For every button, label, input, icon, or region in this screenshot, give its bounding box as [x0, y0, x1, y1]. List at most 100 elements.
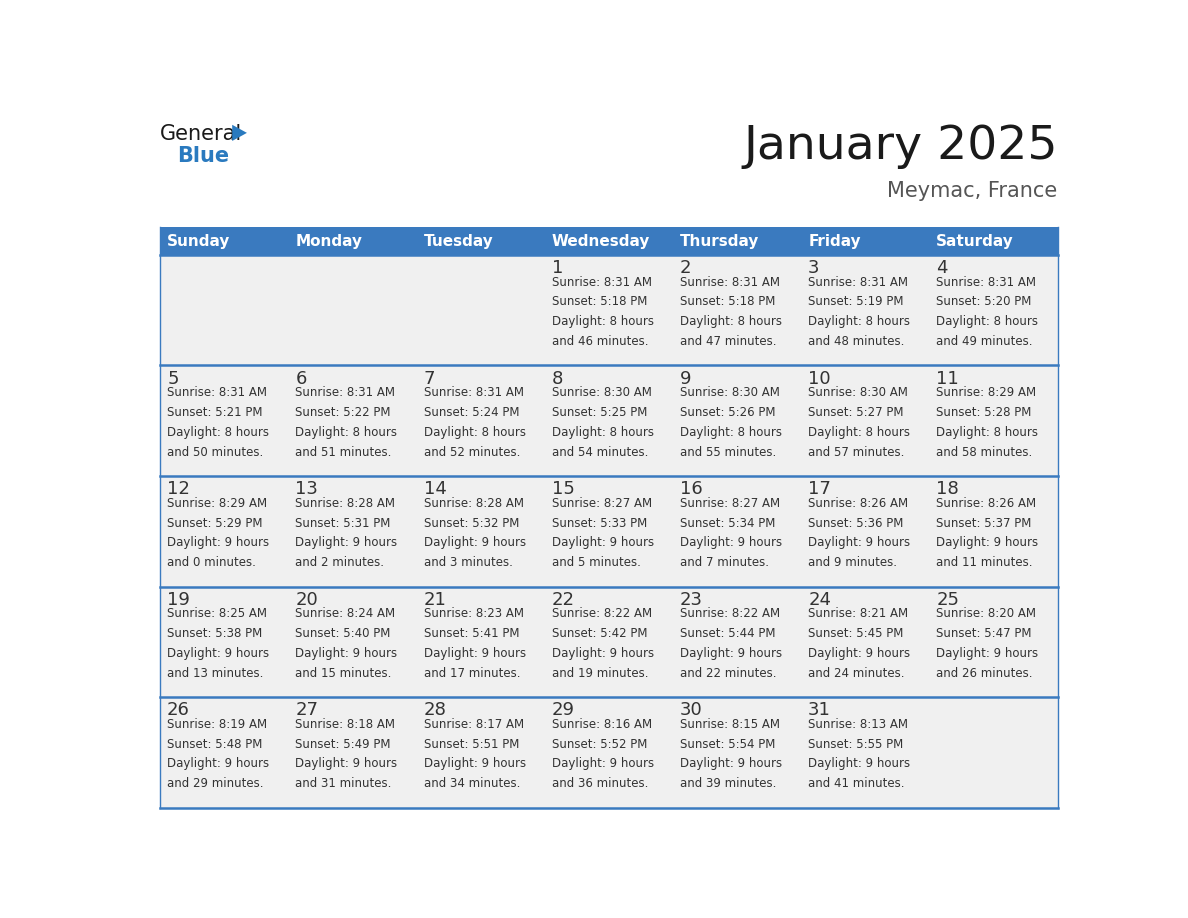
Text: and 34 minutes.: and 34 minutes.	[423, 778, 520, 790]
Text: 30: 30	[680, 701, 702, 720]
Text: Sunrise: 8:31 AM: Sunrise: 8:31 AM	[168, 386, 267, 399]
Bar	[801, 697, 929, 808]
Text: 6: 6	[296, 370, 307, 387]
Text: and 39 minutes.: and 39 minutes.	[680, 778, 776, 790]
Text: Sunrise: 8:30 AM: Sunrise: 8:30 AM	[680, 386, 779, 399]
Polygon shape	[232, 125, 247, 141]
Bar	[801, 365, 929, 476]
Text: 7: 7	[423, 370, 435, 387]
Text: Sunset: 5:38 PM: Sunset: 5:38 PM	[168, 627, 263, 640]
Text: Daylight: 9 hours: Daylight: 9 hours	[423, 647, 525, 660]
Text: Sunset: 5:41 PM: Sunset: 5:41 PM	[423, 627, 519, 640]
Text: and 11 minutes.: and 11 minutes.	[936, 556, 1032, 569]
Text: January 2025: January 2025	[742, 124, 1057, 169]
Bar	[289, 365, 417, 476]
Text: and 52 minutes.: and 52 minutes.	[423, 445, 520, 458]
Text: Daylight: 9 hours: Daylight: 9 hours	[551, 536, 653, 549]
Bar	[672, 697, 801, 808]
Text: Sunset: 5:54 PM: Sunset: 5:54 PM	[680, 738, 776, 751]
Text: Daylight: 8 hours: Daylight: 8 hours	[551, 426, 653, 439]
Text: Daylight: 9 hours: Daylight: 9 hours	[680, 647, 782, 660]
Text: Sunrise: 8:22 AM: Sunrise: 8:22 AM	[551, 608, 652, 621]
Text: 5: 5	[168, 370, 178, 387]
Text: 17: 17	[808, 480, 832, 498]
Text: Sunrise: 8:31 AM: Sunrise: 8:31 AM	[680, 275, 781, 288]
Text: Sunset: 5:45 PM: Sunset: 5:45 PM	[808, 627, 904, 640]
Text: Sunrise: 8:20 AM: Sunrise: 8:20 AM	[936, 608, 1036, 621]
Text: and 58 minutes.: and 58 minutes.	[936, 445, 1032, 458]
Text: Sunrise: 8:18 AM: Sunrise: 8:18 AM	[296, 718, 396, 731]
Text: Sunset: 5:51 PM: Sunset: 5:51 PM	[423, 738, 519, 751]
Text: Tuesday: Tuesday	[423, 233, 493, 249]
Text: Daylight: 9 hours: Daylight: 9 hours	[680, 757, 782, 770]
Text: Daylight: 9 hours: Daylight: 9 hours	[423, 536, 525, 549]
Text: Daylight: 8 hours: Daylight: 8 hours	[808, 315, 910, 329]
Text: Sunrise: 8:31 AM: Sunrise: 8:31 AM	[423, 386, 524, 399]
Text: Sunset: 5:34 PM: Sunset: 5:34 PM	[680, 517, 776, 530]
Text: Daylight: 9 hours: Daylight: 9 hours	[808, 536, 910, 549]
Text: Daylight: 9 hours: Daylight: 9 hours	[296, 757, 398, 770]
Text: Sunset: 5:48 PM: Sunset: 5:48 PM	[168, 738, 263, 751]
Text: Sunrise: 8:31 AM: Sunrise: 8:31 AM	[936, 275, 1036, 288]
Text: Daylight: 8 hours: Daylight: 8 hours	[936, 315, 1038, 329]
Text: 29: 29	[551, 701, 575, 720]
Text: and 15 minutes.: and 15 minutes.	[296, 666, 392, 679]
Bar	[801, 587, 929, 697]
Text: Sunrise: 8:31 AM: Sunrise: 8:31 AM	[296, 386, 396, 399]
Bar	[929, 365, 1057, 476]
Bar	[545, 227, 672, 255]
Text: Sunrise: 8:30 AM: Sunrise: 8:30 AM	[808, 386, 908, 399]
Text: Daylight: 9 hours: Daylight: 9 hours	[168, 757, 270, 770]
Text: Daylight: 9 hours: Daylight: 9 hours	[296, 647, 398, 660]
Bar	[289, 587, 417, 697]
Text: Sunrise: 8:15 AM: Sunrise: 8:15 AM	[680, 718, 781, 731]
Text: and 26 minutes.: and 26 minutes.	[936, 666, 1032, 679]
Bar	[672, 476, 801, 587]
Text: and 7 minutes.: and 7 minutes.	[680, 556, 769, 569]
Text: Daylight: 9 hours: Daylight: 9 hours	[423, 757, 525, 770]
Text: Sunset: 5:29 PM: Sunset: 5:29 PM	[168, 517, 263, 530]
Text: Sunrise: 8:13 AM: Sunrise: 8:13 AM	[808, 718, 908, 731]
Text: and 48 minutes.: and 48 minutes.	[808, 335, 904, 348]
Text: 23: 23	[680, 591, 703, 609]
Text: and 41 minutes.: and 41 minutes.	[808, 778, 904, 790]
Text: 2: 2	[680, 259, 691, 277]
Text: Daylight: 9 hours: Daylight: 9 hours	[296, 536, 398, 549]
Text: 13: 13	[296, 480, 318, 498]
Text: General: General	[160, 124, 242, 144]
Text: 10: 10	[808, 370, 830, 387]
Text: Sunrise: 8:29 AM: Sunrise: 8:29 AM	[168, 497, 267, 509]
Text: and 19 minutes.: and 19 minutes.	[551, 666, 649, 679]
Text: and 5 minutes.: and 5 minutes.	[551, 556, 640, 569]
Text: 1: 1	[551, 259, 563, 277]
Text: Sunset: 5:33 PM: Sunset: 5:33 PM	[551, 517, 647, 530]
Text: Sunset: 5:19 PM: Sunset: 5:19 PM	[808, 296, 904, 308]
Text: 18: 18	[936, 480, 959, 498]
Text: and 49 minutes.: and 49 minutes.	[936, 335, 1032, 348]
Text: Daylight: 8 hours: Daylight: 8 hours	[423, 426, 525, 439]
Text: and 22 minutes.: and 22 minutes.	[680, 666, 777, 679]
Text: Daylight: 9 hours: Daylight: 9 hours	[680, 536, 782, 549]
Text: Sunset: 5:52 PM: Sunset: 5:52 PM	[551, 738, 647, 751]
Bar	[545, 476, 672, 587]
Text: 12: 12	[168, 480, 190, 498]
Text: Monday: Monday	[296, 233, 362, 249]
Bar	[160, 476, 289, 587]
Bar	[929, 587, 1057, 697]
Text: and 54 minutes.: and 54 minutes.	[551, 445, 649, 458]
Text: Friday: Friday	[808, 233, 861, 249]
Text: and 47 minutes.: and 47 minutes.	[680, 335, 777, 348]
Text: and 9 minutes.: and 9 minutes.	[808, 556, 897, 569]
Text: Sunset: 5:31 PM: Sunset: 5:31 PM	[296, 517, 391, 530]
Text: Sunset: 5:36 PM: Sunset: 5:36 PM	[808, 517, 904, 530]
Bar	[289, 227, 417, 255]
Text: 26: 26	[168, 701, 190, 720]
Text: Sunset: 5:47 PM: Sunset: 5:47 PM	[936, 627, 1032, 640]
Bar	[929, 476, 1057, 587]
Text: Sunset: 5:32 PM: Sunset: 5:32 PM	[423, 517, 519, 530]
Bar	[545, 255, 672, 365]
Text: Sunrise: 8:25 AM: Sunrise: 8:25 AM	[168, 608, 267, 621]
Bar	[672, 365, 801, 476]
Text: Sunset: 5:40 PM: Sunset: 5:40 PM	[296, 627, 391, 640]
Text: Sunset: 5:25 PM: Sunset: 5:25 PM	[551, 406, 647, 419]
